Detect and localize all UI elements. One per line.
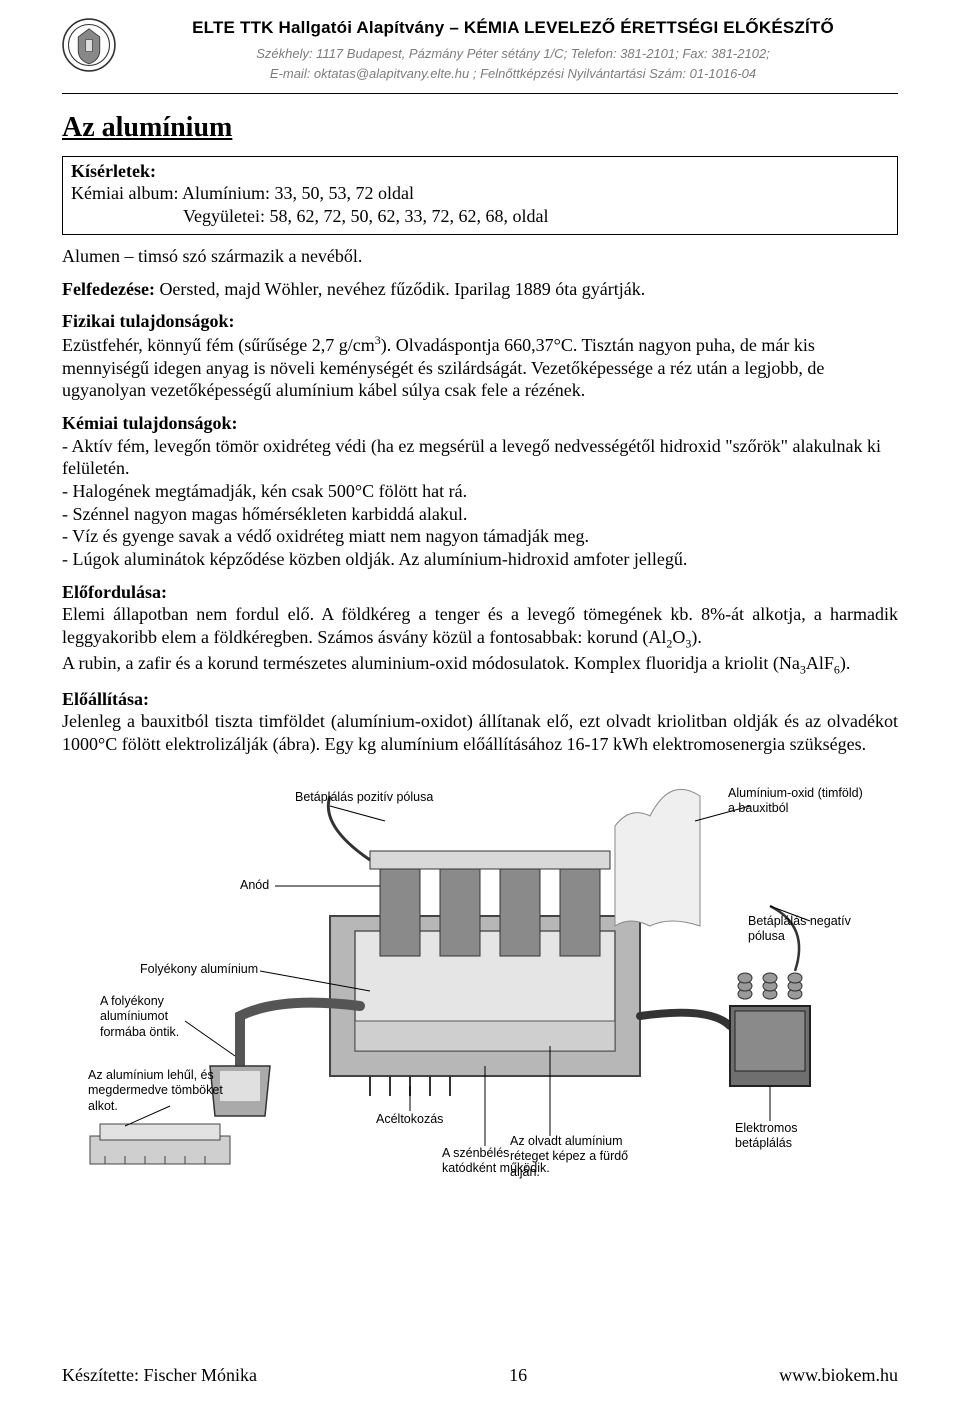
dg-label-steel: Acéltokozás	[376, 1112, 443, 1128]
chem-line-2: - Halogének megtámadják, kén csak 500°C …	[62, 480, 898, 503]
footer-url: www.biokem.hu	[779, 1365, 898, 1386]
production-label: Előállítása:	[62, 688, 898, 711]
header-contact-1: Székhely: 1117 Budapest, Pázmány Péter s…	[128, 44, 898, 64]
phys-colon: :	[229, 311, 235, 331]
occ-text-1b: ).	[691, 627, 702, 647]
page-header: ELTE TTK Hallgatói Alapítvány – KÉMIA LE…	[62, 18, 898, 94]
chem-line-1: - Aktív fém, levegőn tömör oxidréteg véd…	[62, 435, 898, 480]
occ-text-2b: ).	[840, 653, 851, 673]
experiments-line-1: Kémiai album: Alumínium: 33, 50, 53, 72 …	[71, 182, 889, 205]
chem-line-4: - Víz és gyenge savak a védő oxidréteg m…	[62, 525, 898, 548]
phys-label: Fizikai tulajdonságok	[62, 311, 229, 331]
occ-alf: AlF	[806, 653, 834, 673]
chem-line-5: - Lúgok aluminátok képződése közben oldj…	[62, 548, 898, 571]
experiments-box: Kísérletek: Kémiai album: Alumínium: 33,…	[62, 156, 898, 235]
footer-author: Készítette: Fischer Mónika	[62, 1365, 257, 1386]
production-body: Jelenleg a bauxitból tiszta timföldet (a…	[62, 711, 898, 754]
chem-label: Kémiai tulajdonságok:	[62, 412, 898, 435]
dg-label-alox: Alumínium-oxid (timföld) a bauxitból	[728, 786, 863, 817]
electrolysis-diagram: Betáplálás pozitív pólusa Anód Folyékony…	[62, 766, 898, 1186]
footer-page-number: 16	[509, 1365, 527, 1386]
discovery-paragraph: Felfedezése: Oersted, majd Wöhler, nevéh…	[62, 278, 898, 301]
header-contact-2: E-mail: oktatas@alapitvany.elte.hu ; Fel…	[128, 64, 898, 84]
dg-label-positive-pole: Betáplálás pozitív pólusa	[295, 790, 433, 806]
production-paragraph: Előállítása: Jelenleg a bauxitból tiszta…	[62, 688, 898, 756]
experiments-line-2: Vegyületei: 58, 62, 72, 50, 62, 33, 72, …	[71, 205, 889, 228]
document-title: Az alumínium	[62, 112, 898, 144]
occ-text-1: Elemi állapotban nem fordul elő. A földk…	[62, 604, 898, 647]
page-footer: Készítette: Fischer Mónika 16 www.biokem…	[62, 1365, 898, 1386]
dg-label-pour: A folyékony alumíniumot formába öntik.	[100, 994, 179, 1041]
dg-label-layer: Az olvadt alumínium réteget képez a fürd…	[510, 1134, 628, 1181]
dg-label-anode: Anód	[240, 878, 269, 894]
header-title: ELTE TTK Hallgatói Alapítvány – KÉMIA LE…	[128, 18, 898, 38]
experiments-label: Kísérletek:	[71, 161, 889, 182]
crest-icon	[62, 18, 116, 72]
header-text-block: ELTE TTK Hallgatói Alapítvány – KÉMIA LE…	[128, 18, 898, 83]
dg-label-cool: Az alumínium lehűl, és megdermedve tömbö…	[88, 1068, 223, 1115]
dg-label-negative-pole: Betáplálás negatív pólusa	[748, 914, 890, 945]
chem-line-3: - Szénnel nagyon magas hőmérsékleten kar…	[62, 503, 898, 526]
diagram-canvas: Betáplálás pozitív pólusa Anód Folyékony…	[70, 766, 890, 1186]
physical-properties: Fizikai tulajdonságok: Ezüstfehér, könny…	[62, 310, 898, 402]
dg-label-liquid-al: Folyékony alumínium	[140, 962, 258, 978]
dg-label-electric: Elektromos betáplálás	[735, 1121, 798, 1152]
occ-o: O	[672, 627, 685, 647]
occurrence-label: Előfordulása:	[62, 581, 898, 604]
occ-text-2: A rubin, a zafir és a korund természetes…	[62, 653, 800, 673]
occurrence-paragraph: Előfordulása: Elemi állapotban nem fordu…	[62, 581, 898, 678]
discovery-label: Felfedezése:	[62, 279, 155, 299]
alumen-line: Alumen – timsó szó származik a nevéből.	[62, 245, 898, 268]
discovery-text: Oersted, majd Wöhler, nevéhez fűződik. I…	[155, 279, 645, 299]
chemical-properties: Kémiai tulajdonságok: - Aktív fém, leveg…	[62, 412, 898, 571]
phys-body-pre: Ezüstfehér, könnyű fém (sűrűsége 2,7 g/c…	[62, 335, 375, 355]
